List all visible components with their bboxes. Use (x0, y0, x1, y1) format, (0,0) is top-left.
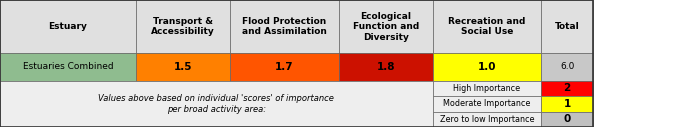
Text: 1.5: 1.5 (174, 62, 193, 72)
Bar (541, 112, 593, 127)
Bar (433, 112, 541, 127)
Text: 1.8: 1.8 (376, 62, 395, 72)
Text: 1.0: 1.0 (477, 62, 496, 72)
Bar (0, 53, 136, 81)
Bar (433, 53, 541, 81)
Text: Estuary: Estuary (49, 22, 87, 31)
Text: 6.0: 6.0 (560, 62, 574, 72)
Bar (0, 0, 593, 127)
Bar (136, 0, 230, 53)
Bar (230, 0, 339, 53)
Bar (0, 81, 433, 127)
Text: High Importance: High Importance (453, 84, 521, 93)
Bar (541, 53, 593, 81)
Bar (339, 0, 433, 53)
Text: 2: 2 (563, 83, 571, 93)
Bar (339, 53, 433, 81)
Text: 1: 1 (563, 99, 571, 109)
Bar (136, 53, 230, 81)
Bar (541, 0, 593, 53)
Text: Estuaries Combined: Estuaries Combined (23, 62, 113, 72)
Text: 1.7: 1.7 (275, 62, 294, 72)
Text: Flood Protection
and Assimilation: Flood Protection and Assimilation (242, 17, 327, 36)
Text: Zero to low Importance: Zero to low Importance (440, 115, 534, 124)
Bar (433, 0, 541, 53)
Bar (541, 81, 593, 96)
Text: Recreation and
Social Use: Recreation and Social Use (448, 17, 526, 36)
Text: Total: Total (555, 22, 579, 31)
Bar (433, 96, 541, 112)
Text: Values above based on individual 'scores' of importance
per broad activity area:: Values above based on individual 'scores… (98, 94, 334, 114)
Text: Moderate Importance: Moderate Importance (443, 99, 530, 108)
Bar (0, 0, 136, 53)
Text: 0: 0 (563, 114, 571, 124)
Bar (541, 96, 593, 112)
Bar (433, 81, 541, 96)
Text: Ecological
Function and
Diversity: Ecological Function and Diversity (352, 12, 419, 42)
Bar (230, 53, 339, 81)
Text: Transport &
Accessibility: Transport & Accessibility (151, 17, 215, 36)
